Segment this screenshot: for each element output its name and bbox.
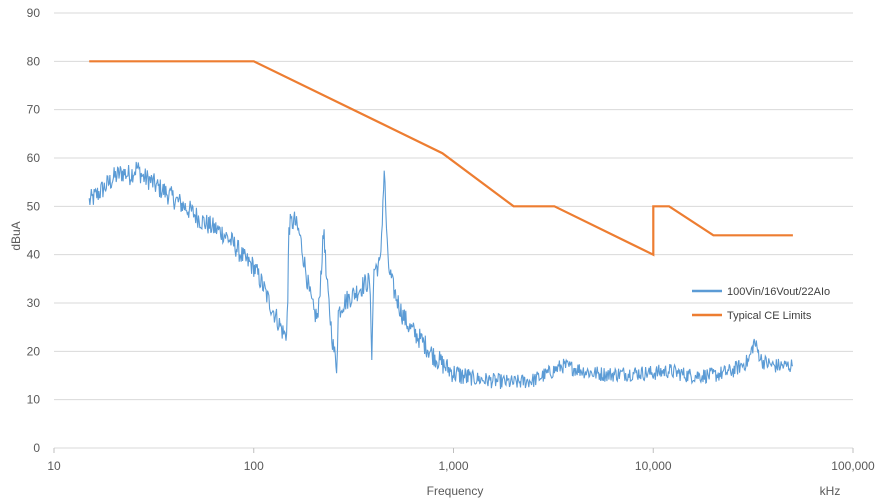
y-tick-label: 70 bbox=[27, 103, 41, 117]
legend-label-series-2: Typical CE Limits bbox=[727, 310, 812, 322]
y-axis-title: dBuA bbox=[9, 221, 23, 250]
x-tick-label: 1,000 bbox=[438, 459, 468, 473]
x-axis-unit: kHz bbox=[820, 484, 841, 498]
y-tick-label: 80 bbox=[27, 54, 41, 68]
data-series bbox=[88, 60, 793, 390]
x-tick-label: 10 bbox=[47, 459, 61, 473]
x-tick-label: 10,000 bbox=[635, 459, 672, 473]
y-tick-label: 10 bbox=[27, 393, 41, 407]
series-line-limit bbox=[89, 60, 793, 257]
legend-label-series-1: 100Vin/16Vout/22AIo bbox=[727, 286, 830, 298]
x-tick-label: 100,000 bbox=[831, 459, 875, 473]
gridlines bbox=[54, 12, 853, 449]
y-tick-label: 50 bbox=[27, 199, 41, 213]
legend: 100Vin/16Vout/22AIo Typical CE Limits bbox=[692, 286, 830, 322]
y-tick-label: 20 bbox=[27, 344, 41, 358]
y-tick-label: 90 bbox=[27, 6, 41, 20]
y-axis-ticks: 0 10 20 30 40 50 60 70 80 90 bbox=[27, 6, 41, 455]
series-line-measured bbox=[88, 161, 793, 390]
x-tick-label: 100 bbox=[244, 459, 264, 473]
y-tick-label: 0 bbox=[33, 441, 40, 455]
y-tick-label: 60 bbox=[27, 151, 41, 165]
x-axis-ticks: 10 100 1,000 10,000 100,000 bbox=[47, 448, 875, 473]
y-tick-label: 30 bbox=[27, 296, 41, 310]
x-axis-title: Frequency bbox=[427, 484, 484, 498]
y-tick-label: 40 bbox=[27, 248, 41, 262]
